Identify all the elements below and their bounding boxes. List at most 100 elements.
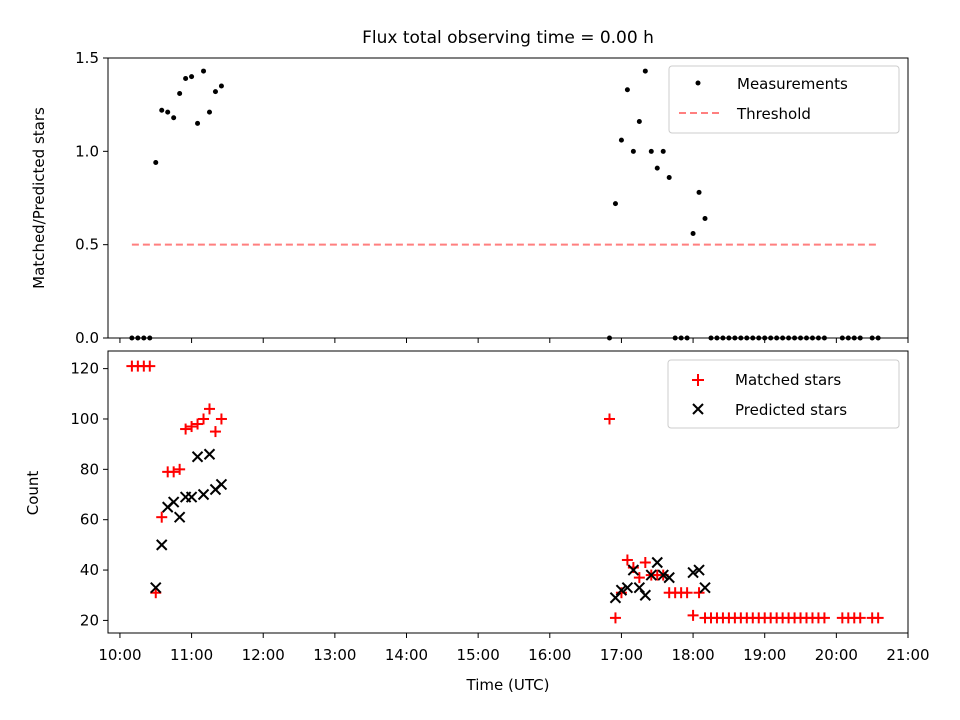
predicted-star-point bbox=[615, 584, 628, 596]
x-tick-label: 21:00 bbox=[886, 646, 929, 664]
measurement-point bbox=[153, 160, 159, 166]
measurement-point bbox=[792, 335, 798, 341]
measurement-point bbox=[774, 335, 780, 341]
predicted-star-point bbox=[687, 566, 699, 579]
legend-label-threshold: Threshold bbox=[736, 105, 811, 123]
count-x-axis: 10:00 11:00 12:00 13:00 14:00 15:00 16:00 17:00… bbox=[98, 633, 930, 664]
y-tick-label: 100 bbox=[70, 410, 99, 428]
matched-star-point bbox=[621, 554, 633, 566]
y-tick-label: 40 bbox=[80, 561, 99, 579]
y-tick-label: 0.5 bbox=[75, 236, 99, 254]
y-tick-label: 1.0 bbox=[75, 142, 99, 160]
measurement-point bbox=[869, 335, 875, 341]
legend-marker-predicted bbox=[692, 403, 704, 415]
matched-star-point bbox=[693, 587, 705, 599]
measurement-point bbox=[762, 335, 768, 341]
matched-star-point bbox=[872, 612, 884, 624]
measurement-point bbox=[183, 76, 189, 82]
measurement-point bbox=[845, 335, 851, 341]
ratio-plot-area bbox=[129, 68, 881, 341]
measurement-point bbox=[660, 148, 666, 154]
measurement-point bbox=[821, 335, 827, 341]
x-tick-label: 19:00 bbox=[743, 646, 786, 664]
measurement-point bbox=[857, 335, 863, 341]
measurement-point bbox=[636, 118, 642, 124]
matched-star-point bbox=[186, 421, 198, 433]
matched-star-point bbox=[854, 612, 866, 624]
predicted-star-point bbox=[645, 569, 657, 581]
matched-star-point bbox=[180, 423, 192, 435]
measurement-point bbox=[630, 148, 636, 154]
predicted-star-point bbox=[173, 511, 186, 523]
count-plot-area bbox=[126, 360, 884, 624]
legend-label-measurements: Measurements bbox=[737, 75, 848, 93]
measurement-point bbox=[218, 83, 224, 89]
matched-star-point bbox=[203, 403, 215, 415]
measurement-point bbox=[678, 335, 684, 341]
predicted-star-point bbox=[663, 571, 675, 584]
measurement-point bbox=[618, 137, 624, 143]
measurement-point bbox=[839, 335, 845, 341]
matched-star-point bbox=[603, 413, 615, 425]
count-panel: 20 40 60 80 100 120 10:00 11:00 12:00 13:00 14:00… bbox=[24, 350, 930, 694]
x-tick-label: 15:00 bbox=[457, 646, 500, 664]
measurement-point bbox=[189, 74, 195, 80]
ratio-panel: 0.0 0.5 1.0 1.5 Matched/Predicted stars Mea… bbox=[30, 49, 909, 347]
y-tick-label: 20 bbox=[80, 611, 99, 629]
x-tick-label: 10:00 bbox=[98, 646, 141, 664]
measurement-point bbox=[732, 335, 738, 341]
measurement-point bbox=[159, 107, 165, 113]
x-tick-label: 20:00 bbox=[815, 646, 858, 664]
matched-star-point bbox=[687, 609, 699, 621]
y-tick-label: 1.5 bbox=[75, 49, 99, 67]
measurement-point bbox=[171, 115, 177, 121]
y-tick-label: 0.0 bbox=[75, 329, 99, 347]
x-tick-label: 13:00 bbox=[313, 646, 356, 664]
x-tick-label: 14:00 bbox=[385, 646, 428, 664]
measurement-point bbox=[815, 335, 821, 341]
measurement-point bbox=[165, 109, 171, 115]
measurement-point bbox=[690, 230, 696, 236]
measurement-point bbox=[780, 335, 786, 341]
ratio-legend-frame bbox=[668, 65, 900, 134]
predicted-star-point bbox=[215, 478, 228, 491]
measurement-point bbox=[642, 68, 648, 74]
matched-star-point bbox=[174, 463, 186, 475]
predicted-star-point bbox=[167, 496, 180, 508]
y-tick-label: 120 bbox=[70, 360, 99, 378]
measurement-point bbox=[875, 335, 881, 341]
ratio-plot-frame bbox=[107, 57, 909, 339]
measurement-point bbox=[851, 335, 857, 341]
measurement-point bbox=[804, 335, 810, 341]
measurement-point bbox=[206, 109, 212, 115]
measurement-point bbox=[720, 335, 726, 341]
measurement-point bbox=[798, 335, 804, 341]
x-tick-label: 12:00 bbox=[242, 646, 285, 664]
predicted-star-point bbox=[609, 592, 622, 604]
measurement-point bbox=[212, 89, 218, 95]
matched-star-point bbox=[144, 360, 156, 372]
chart-title: Flux total observing time = 0.00 h bbox=[362, 28, 654, 48]
matched-star-point bbox=[215, 413, 227, 425]
measurement-point bbox=[744, 335, 750, 341]
x-tick-label: 17:00 bbox=[600, 646, 643, 664]
count-y-axis: 20 40 60 80 100 120 bbox=[70, 360, 108, 629]
measurement-point bbox=[201, 68, 207, 74]
ratio-y-axis-label: Matched/Predicted stars bbox=[30, 107, 48, 289]
measurement-point bbox=[177, 90, 183, 96]
measurement-point bbox=[135, 335, 141, 341]
measurement-point bbox=[129, 335, 135, 341]
matched-star-point bbox=[633, 572, 645, 584]
x-tick-label: 18:00 bbox=[671, 646, 714, 664]
predicted-star-point bbox=[693, 564, 705, 576]
measurement-point bbox=[195, 120, 201, 126]
measurement-point bbox=[768, 335, 774, 341]
matched-star-point bbox=[209, 426, 221, 438]
y-tick-label: 80 bbox=[80, 460, 99, 478]
matched-star-point bbox=[818, 612, 830, 624]
measurement-point bbox=[648, 148, 654, 154]
matched-star-point bbox=[192, 418, 204, 430]
measurement-point bbox=[714, 335, 720, 341]
predicted-star-point bbox=[651, 556, 663, 569]
matched-star-point bbox=[639, 557, 651, 568]
